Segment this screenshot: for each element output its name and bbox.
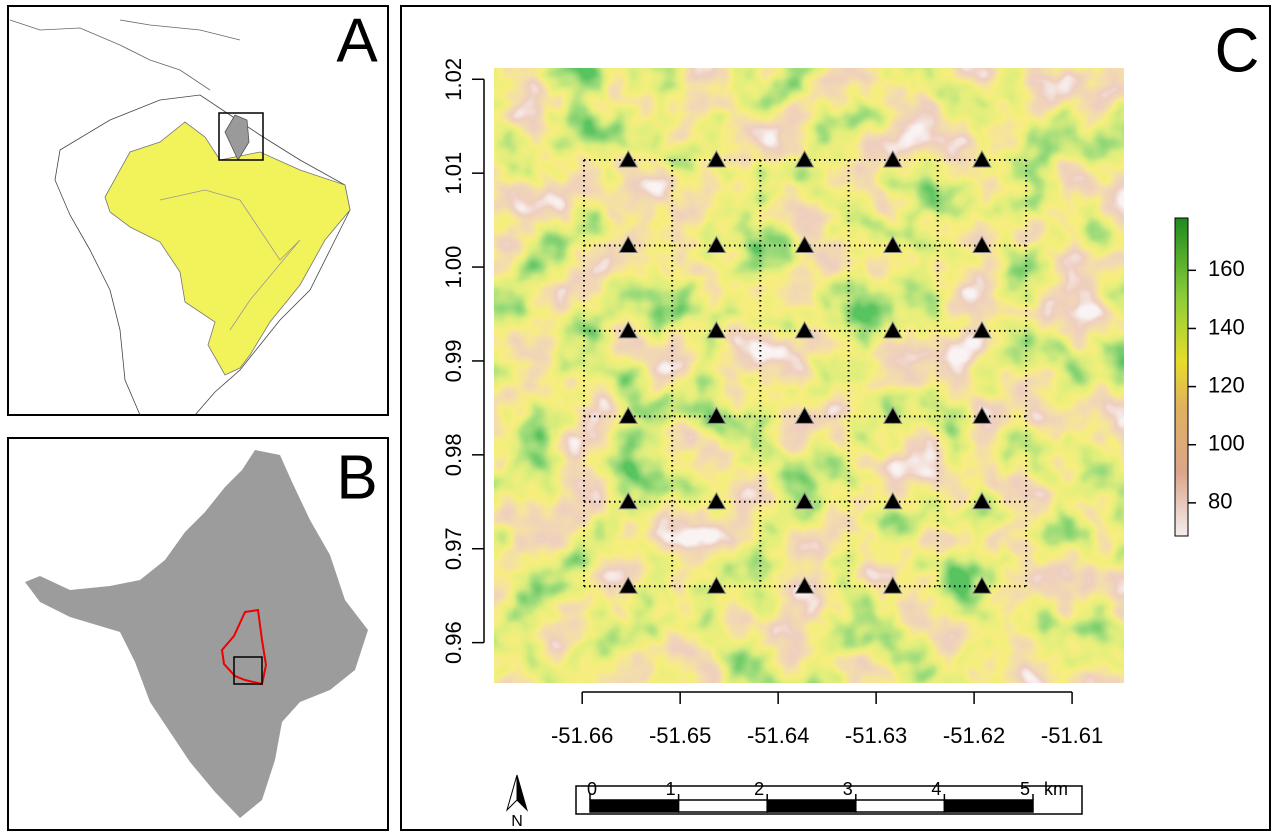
north-label: N [511, 813, 523, 830]
x-tick-label: -51.61 [1041, 723, 1103, 748]
figure: A B C N -51.66 -51.65 -51.64 -51.63 -51.62 -5… [0, 0, 1271, 831]
scale-bar-label: 2 [754, 779, 764, 799]
x-tick-label: -51.63 [845, 723, 907, 748]
colorbar [1175, 218, 1188, 536]
panel-b-map [25, 450, 368, 818]
scale-bar-segment [679, 800, 768, 812]
scale-bar-label: 1 [666, 779, 676, 799]
colorbar-label: 160 [1208, 256, 1245, 281]
north-arrow [507, 775, 527, 810]
y-tick-label: 0.96 [441, 621, 466, 664]
y-tick-label: 1.00 [441, 246, 466, 289]
scale-bar-label: 5 [1020, 779, 1030, 799]
panel-label: B [336, 443, 377, 512]
y-tick-label: 1.02 [441, 58, 466, 101]
x-tick-label: -51.62 [943, 723, 1005, 748]
scale-bar-segment [944, 800, 1033, 812]
y-tick-label: 1.01 [441, 152, 466, 195]
y-tick-label: 0.98 [441, 433, 466, 476]
colorbar-label: 100 [1208, 431, 1245, 456]
scale-bar-unit: km [1044, 779, 1068, 799]
scale-bar-segment [767, 800, 856, 812]
panel-label: A [336, 6, 378, 75]
scale-bar-label: 3 [843, 779, 853, 799]
x-tick-label: -51.66 [551, 723, 613, 748]
x-tick-label: -51.64 [747, 723, 809, 748]
scale-bar-segment [590, 800, 679, 812]
scale-bar-label: 4 [931, 779, 941, 799]
scale-bar-segment [856, 800, 945, 812]
x-tick-label: -51.65 [649, 723, 711, 748]
panel-label: C [1215, 16, 1260, 85]
colorbar-label: 120 [1208, 372, 1245, 397]
panel-a-map [10, 20, 350, 415]
scale-bar-label: 0 [587, 779, 597, 799]
y-tick-label: 0.99 [441, 340, 466, 383]
y-tick-label: 0.97 [441, 527, 466, 570]
colorbar-label: 80 [1208, 489, 1232, 514]
colorbar-label: 140 [1208, 314, 1245, 339]
